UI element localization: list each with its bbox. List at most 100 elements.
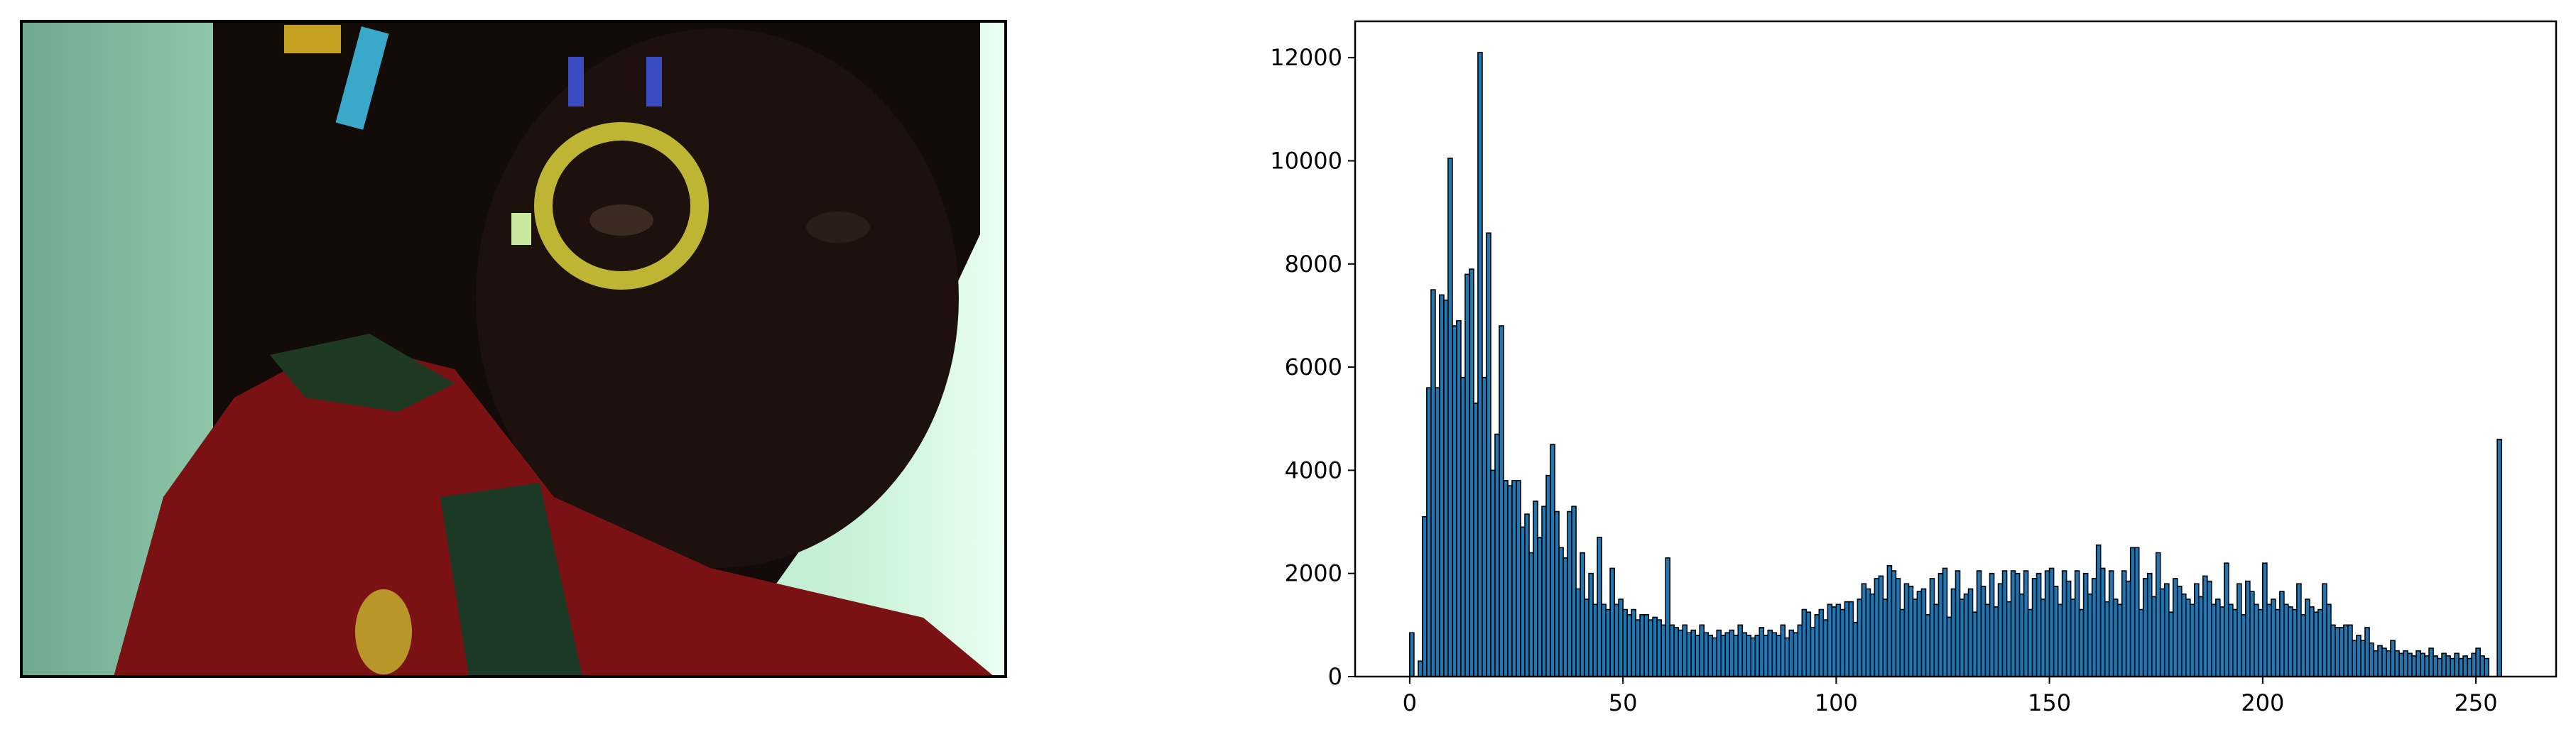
histogram-bar	[1652, 616, 1658, 677]
histogram-bar	[2219, 606, 2225, 677]
histogram-bar	[1643, 614, 1649, 677]
histogram-bar	[2010, 570, 2016, 677]
histogram-bar	[2352, 640, 2357, 677]
histogram-bar	[1550, 444, 1555, 677]
histogram-bar	[1882, 598, 1888, 677]
histogram-bar	[1793, 632, 1799, 677]
histogram-bar	[2377, 645, 2383, 677]
histogram-bar	[1494, 433, 1500, 677]
histogram-bar	[2433, 655, 2438, 677]
histogram-bar	[1609, 567, 1615, 677]
histogram-bar	[2018, 593, 2025, 677]
histogram-bar	[1763, 635, 1769, 677]
histogram-bar	[1827, 603, 1833, 677]
histogram-bar	[2403, 650, 2408, 677]
histogram-bar	[1456, 319, 1462, 677]
histogram-bar	[2151, 596, 2157, 677]
histogram-bar	[1622, 608, 1628, 677]
histogram-bar	[2462, 655, 2468, 677]
histogram-bar	[1575, 588, 1581, 677]
histogram-bar	[2176, 586, 2183, 677]
histogram-bar	[1805, 611, 1812, 677]
histogram-bar	[1844, 601, 1850, 677]
x-tick-label: 200	[2241, 689, 2284, 716]
histogram-bar	[2048, 567, 2055, 677]
histogram-bar	[2305, 598, 2310, 677]
histogram-bar	[1460, 376, 1466, 677]
histogram-bar	[2108, 570, 2114, 677]
histogram-bar	[1503, 480, 1509, 677]
histogram-bar	[1584, 598, 1589, 677]
histogram-bar	[1852, 621, 1859, 677]
histogram-bar	[1967, 588, 1974, 677]
histogram-bar	[1741, 632, 1748, 677]
histogram-bar	[1925, 614, 1931, 677]
histogram-bar	[1822, 619, 1829, 677]
histogram-bar	[1959, 598, 1965, 677]
histogram-bar	[1929, 578, 1935, 677]
face-paint	[568, 57, 584, 106]
histogram-bar	[1631, 608, 1636, 677]
histogram-bar	[2014, 572, 2021, 677]
histogram-bar	[2206, 580, 2212, 677]
histogram-bar	[2467, 657, 2472, 677]
histogram-bar	[1537, 537, 1543, 677]
x-tick-label: 250	[2455, 689, 2498, 716]
histogram-bar	[2339, 627, 2344, 677]
histogram-bar	[2104, 601, 2110, 677]
histogram-bar	[1903, 583, 1910, 677]
histogram-bar	[1422, 515, 1428, 677]
histogram-bar	[1980, 586, 1987, 677]
sweater-pattern	[270, 334, 455, 412]
histogram-bar	[1874, 578, 1880, 677]
histogram-bar	[1511, 480, 1517, 677]
histogram-bar	[1754, 635, 1761, 677]
histogram-bar	[2441, 652, 2447, 677]
histogram-bar	[1963, 593, 1969, 677]
histogram-bar	[1597, 537, 1602, 677]
histogram-bar	[1835, 603, 1842, 677]
x-tick-label: 100	[1815, 689, 1858, 716]
histogram-bar	[2420, 652, 2425, 677]
histogram-bar	[1831, 606, 1837, 677]
ribbon	[284, 25, 341, 53]
histogram-bar	[1993, 606, 1999, 677]
histogram-bar	[2475, 647, 2481, 677]
histogram-bar	[1482, 376, 1487, 677]
histogram-bar	[1477, 52, 1483, 677]
histogram-bar	[1942, 567, 1948, 677]
histogram-bar	[1746, 635, 1752, 677]
histogram-bar	[1618, 598, 1624, 677]
histogram-bar	[2215, 598, 2221, 677]
histogram-bar	[2099, 567, 2106, 677]
histogram-bar	[1665, 557, 1670, 677]
histogram-bar	[2193, 583, 2200, 677]
histogram-bar	[1464, 273, 1470, 677]
histogram-bar	[1989, 572, 1995, 677]
histogram-bar	[2364, 627, 2370, 677]
histogram-bar	[1920, 588, 1927, 677]
histogram-bar	[2437, 657, 2442, 677]
histogram-bar	[1486, 232, 1491, 677]
histogram-bar	[2228, 603, 2234, 677]
histogram-bar	[1810, 627, 1816, 677]
histogram-bar	[1776, 635, 1782, 677]
histogram-bar	[1848, 601, 1854, 677]
histogram-bar	[1439, 294, 1445, 677]
histogram-bar	[2356, 635, 2362, 677]
histogram-bar	[2163, 583, 2170, 677]
histogram-bar	[2237, 583, 2242, 677]
histogram-bar	[2317, 608, 2323, 677]
histogram-bar	[1661, 624, 1666, 677]
histogram-bar	[1737, 624, 1744, 677]
histogram-bar	[1639, 614, 1645, 677]
histogram-bar	[2496, 439, 2502, 677]
histogram-bar	[1801, 608, 1808, 677]
histogram-bar	[1490, 469, 1496, 677]
histogram-bar	[1984, 603, 1991, 677]
histogram-bar	[1426, 387, 1432, 677]
histogram-bar	[1443, 299, 1449, 677]
histogram-bar	[1878, 575, 1884, 677]
histogram-bar	[2065, 580, 2072, 677]
